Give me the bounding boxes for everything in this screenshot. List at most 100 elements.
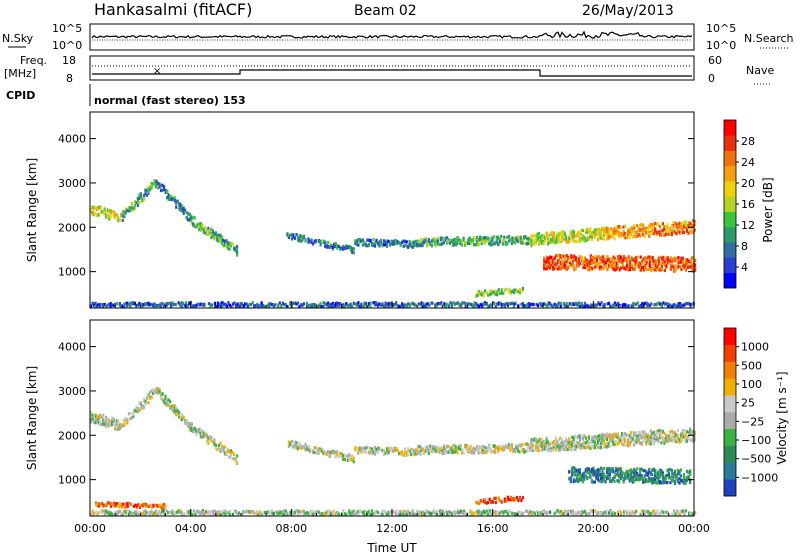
velocity-cell [441, 449, 444, 453]
power-cell [648, 303, 651, 308]
velocity-cell [512, 448, 515, 452]
power-cell [606, 255, 609, 259]
power-cell [572, 235, 575, 239]
power-cell [398, 304, 401, 308]
power-cell [685, 224, 689, 228]
power-cell [648, 262, 651, 266]
power-cell [474, 238, 477, 242]
power-cell [217, 236, 220, 240]
power-cell [555, 254, 558, 258]
velocity-cell [685, 436, 689, 440]
velocity-cell [561, 510, 564, 514]
power-cell [610, 257, 614, 261]
power-cell [147, 191, 150, 195]
velocity-cell [176, 510, 179, 514]
velocity-cell [271, 511, 274, 515]
power-cell [513, 237, 516, 241]
velocity-cell [661, 471, 664, 475]
power-cell [544, 260, 547, 264]
power-cell [290, 233, 293, 237]
velocity-cell [142, 510, 146, 514]
power-cell [126, 209, 129, 213]
power-cell [161, 188, 164, 192]
velocity-cell [596, 439, 600, 443]
power-cell [493, 290, 496, 294]
power-cell [190, 221, 193, 225]
power-cell [488, 237, 491, 241]
power-cell [685, 229, 689, 233]
velocity-cell [636, 440, 639, 444]
velocity-cell [651, 509, 654, 513]
velocity-cell [292, 511, 295, 515]
power-cell [641, 259, 644, 263]
velocity-cell [414, 512, 417, 516]
power-cell [670, 232, 673, 236]
power-cell [549, 263, 552, 268]
velocity-cell [500, 447, 503, 451]
velocity-cell [96, 418, 99, 422]
power-cell [543, 256, 546, 260]
velocity-cell [120, 505, 123, 509]
velocity-cell [515, 444, 518, 448]
velocity-cell [476, 445, 479, 449]
velocity-cell [489, 450, 492, 454]
power-cell [219, 238, 222, 242]
power-cell [562, 263, 565, 267]
power-cell [163, 185, 166, 189]
power-cell [621, 262, 624, 266]
power-cell [411, 240, 414, 244]
velocity-cell [664, 439, 667, 443]
velocity-cell [444, 509, 448, 513]
velocity-cell [114, 504, 117, 508]
velocity-cell [190, 429, 193, 433]
power-cell [364, 301, 367, 305]
velocity-cell [195, 509, 198, 513]
power-cell [156, 181, 160, 186]
velocity-cell [501, 444, 504, 448]
velocity-cell [518, 495, 521, 500]
velocity-cell [568, 445, 571, 450]
power-cell [616, 230, 619, 234]
power-cell [372, 238, 375, 242]
velocity-cell [596, 473, 600, 477]
velocity-cell [534, 444, 538, 448]
velocity-cell [574, 434, 577, 438]
velocity-cell [608, 472, 612, 476]
power-cell [232, 247, 236, 251]
velocity-cell [669, 438, 672, 442]
power-cell [132, 206, 135, 210]
velocity-cell [630, 471, 633, 475]
power-cell [429, 301, 432, 305]
velocity-cell [527, 446, 530, 450]
velocity-cell [346, 455, 349, 459]
velocity-cell [601, 441, 604, 446]
velocity-cell [160, 395, 163, 400]
power-cell [678, 221, 681, 225]
velocity-cell [630, 469, 633, 473]
velocity-cell [217, 447, 220, 451]
power-cell [228, 303, 232, 307]
mode-label: normal (fast stereo) 153 [94, 94, 246, 107]
power-cell [219, 301, 223, 305]
power-cell [457, 238, 461, 242]
velocity-cell [151, 388, 155, 392]
power-cell [572, 239, 575, 243]
velocity-cell [648, 442, 651, 446]
velocity-cell [493, 511, 496, 515]
power-cell [283, 302, 286, 307]
power-cell [527, 241, 530, 245]
power-cell [538, 242, 541, 246]
velocity-cell [647, 510, 650, 514]
power-cell [231, 242, 234, 246]
power-cell [597, 261, 600, 266]
power-cell [571, 263, 574, 267]
power-cell [369, 301, 372, 305]
power-cell [473, 243, 476, 247]
velocity-cell [636, 434, 639, 438]
velocity-cell [126, 509, 129, 513]
velocity-cell [312, 512, 315, 517]
power-cell [586, 266, 589, 270]
power-cell [386, 241, 389, 245]
velocity-cell [328, 451, 331, 455]
power-cell [225, 245, 228, 249]
